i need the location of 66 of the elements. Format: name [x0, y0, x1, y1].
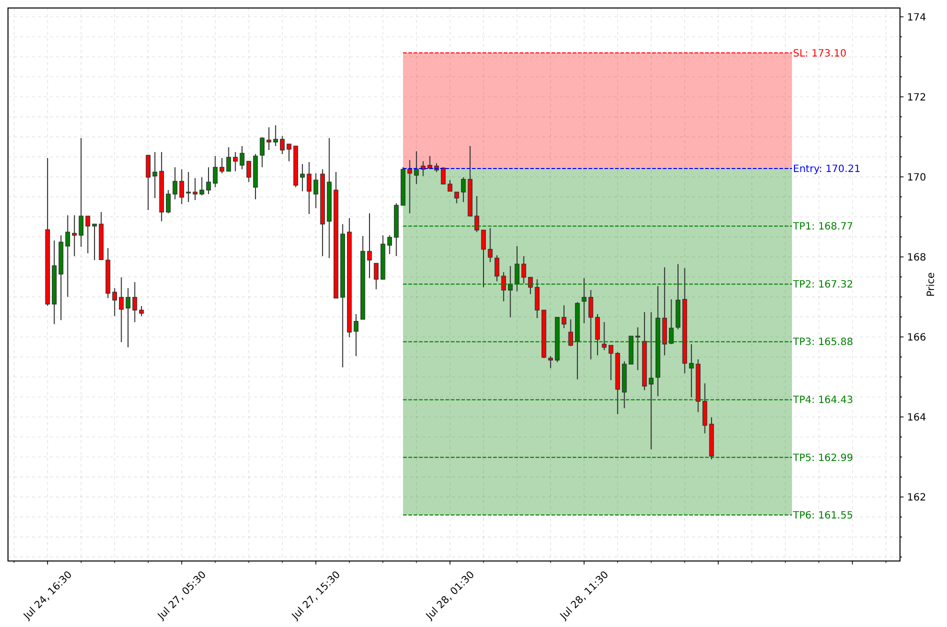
y-tick-label: 166 [907, 332, 926, 344]
candlestick [232, 152, 238, 172]
candlestick [146, 154, 151, 211]
y-tick-label: 162 [907, 492, 926, 504]
candlestick [65, 214, 70, 298]
candlestick [118, 276, 124, 343]
candlestick [521, 256, 526, 284]
y-tick-label: 164 [907, 412, 926, 424]
candlestick [300, 164, 305, 192]
candlestick [112, 288, 117, 317]
series-label: TP1: 168.77 [792, 222, 854, 233]
candlestick [454, 192, 460, 204]
candlestick [226, 146, 232, 172]
y-tick-label: 168 [907, 252, 926, 264]
candlestick [448, 180, 452, 192]
candlestick [85, 216, 90, 254]
candlestick [152, 152, 158, 199]
candlestick [534, 278, 540, 319]
series-label: TP5: 162.99 [792, 452, 854, 464]
series-label: SL: 173.10 [793, 48, 846, 60]
candlestick [407, 160, 412, 214]
series-label: TP4: 164.43 [792, 395, 854, 406]
candlestick [608, 344, 614, 381]
candlestick [280, 136, 285, 155]
candlestick [192, 178, 198, 201]
candlestick [126, 288, 130, 348]
candlestick [528, 276, 533, 295]
candlestick [306, 162, 312, 215]
candlestick [367, 212, 372, 279]
candlestick [286, 144, 292, 162]
y-axis-title: Price [926, 272, 937, 297]
candlestick [474, 196, 480, 233]
candlestick [132, 282, 138, 323]
candlestick [172, 166, 178, 200]
candlestick [220, 158, 224, 174]
candlestick [374, 262, 379, 290]
candlestick [488, 228, 493, 263]
candlestick [562, 304, 566, 329]
candlestick [595, 314, 600, 356]
series-label: TP3: 165.88 [792, 337, 854, 348]
candlestick [494, 254, 500, 282]
candlestick [212, 156, 218, 188]
candlestick [139, 306, 144, 317]
candlestick [387, 234, 392, 255]
series-label: Entry: 170.21 [793, 164, 860, 175]
candlestick [246, 160, 252, 183]
candlestick [588, 290, 594, 360]
candlestick [199, 176, 204, 196]
series-label: TP2: 167.32 [792, 280, 854, 291]
candlestick [481, 230, 486, 288]
series-label: TP6: 161.55 [792, 510, 854, 522]
candlestick [179, 168, 184, 205]
candlestick [414, 150, 419, 185]
candlestick [206, 166, 211, 195]
y-tick-label: 172 [907, 92, 926, 104]
candlestick [501, 272, 506, 302]
y-tick-label: 170 [907, 172, 926, 184]
candlestick [166, 190, 171, 214]
candlestick [240, 146, 244, 170]
candlestick [313, 172, 318, 209]
candlestick [260, 136, 265, 168]
candlestick [354, 314, 358, 357]
y-tick-label: 174 [907, 12, 926, 24]
candlestick [186, 172, 191, 203]
candlestick [92, 224, 97, 261]
candlestick [548, 356, 553, 369]
